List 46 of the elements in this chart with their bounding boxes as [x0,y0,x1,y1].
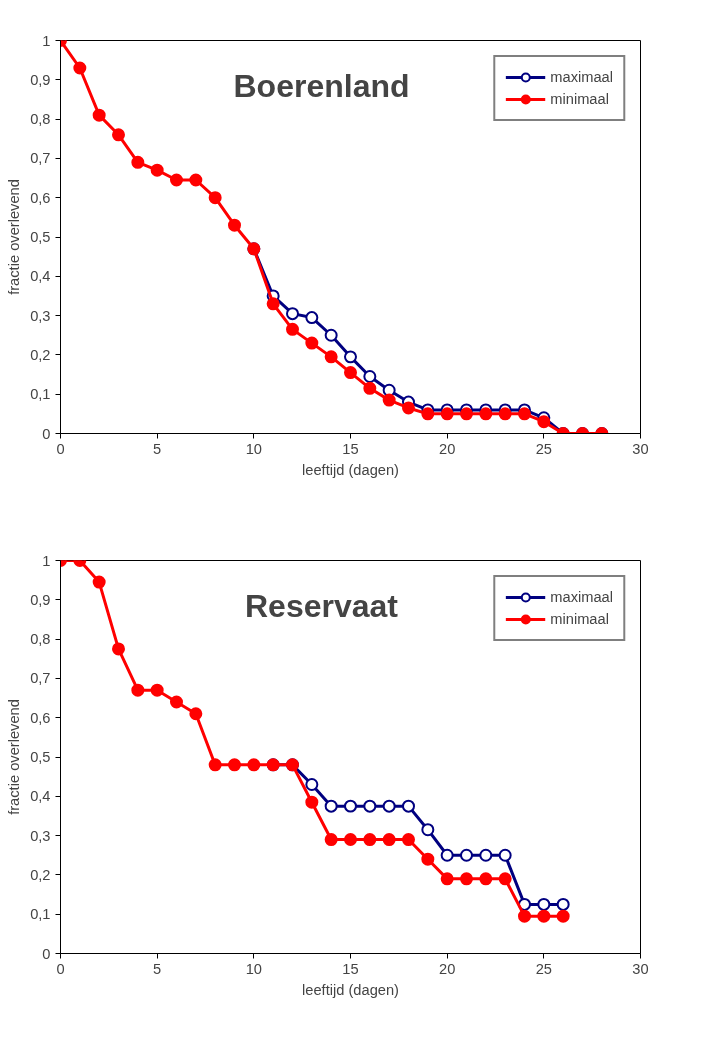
y-tick-label: 0,3 [30,307,51,324]
y-tick-label: 0,5 [30,229,51,245]
x-tick-label: 5 [153,960,162,977]
y-axis-title: fractie overlevend [6,699,23,815]
legend-label: minimaal [550,91,609,107]
x-axis-title: leeftijd (dagen) [302,461,399,478]
legend-label: maximaal [550,69,613,85]
y-tick-label: 1 [42,552,51,569]
text: Reservaat [245,588,399,625]
x-tick-label: 5 [153,440,162,457]
x-tick-label: 30 [632,440,649,457]
y-tick-label: 0,2 [30,346,51,363]
y-tick-label: 0,9 [30,591,51,608]
x-tick-label: 15 [342,960,359,977]
y-tick-label: 0,7 [30,150,51,167]
y-tick-label: 0,1 [30,906,51,923]
legend-label: maximaal [550,589,613,605]
x-tick-label: 10 [245,440,262,457]
y-tick-label: 0,4 [30,788,51,805]
y-tick-label: 0 [42,945,51,962]
x-axis-title: leeftijd (dagen) [302,981,399,998]
x-tick-label: 20 [439,440,456,457]
y-tick-label: 0,3 [30,827,51,844]
y-tick-label: 0,7 [30,670,51,687]
x-tick-label: 25 [535,440,552,457]
x-tick-label: 0 [56,440,65,457]
y-axis-title: fractie overlevend [6,179,23,295]
y-tick-label: 0,1 [30,386,51,403]
y-tick-label: 0,6 [30,709,51,726]
y-tick-label: 0,9 [30,71,51,88]
x-tick-label: 30 [632,960,649,977]
x-tick-label: 25 [535,960,552,977]
x-tick-label: 10 [245,960,262,977]
y-tick-label: 1 [42,32,51,49]
x-tick-label: 15 [342,440,359,457]
y-tick-label: 0,8 [30,111,51,128]
y-tick-label: 0,4 [30,268,51,285]
y-tick-label: 0,8 [30,631,51,648]
y-tick-label: 0,2 [30,866,51,883]
y-tick-label: 0,6 [30,189,51,206]
legend-label: minimaal [550,611,609,627]
x-tick-label: 20 [439,960,456,977]
x-tick-label: 0 [56,960,65,977]
y-tick-label: 0,5 [30,749,51,765]
text: Boerenland [233,68,410,105]
y-tick-label: 0 [42,425,51,442]
